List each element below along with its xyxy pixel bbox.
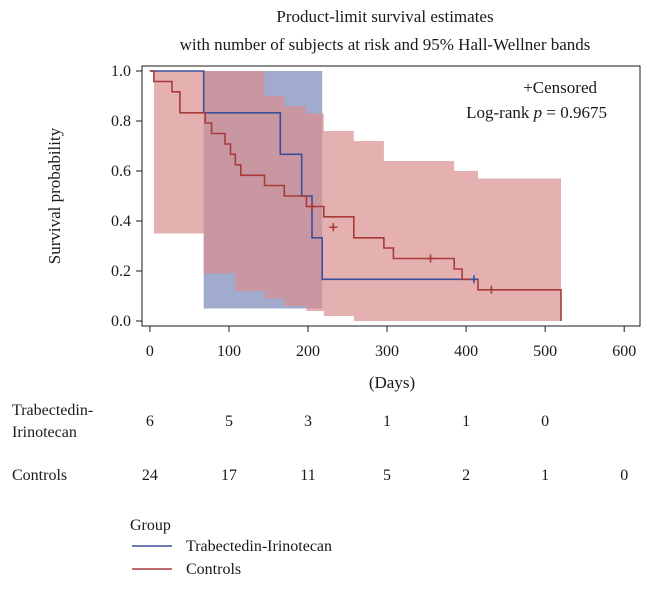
chart-subtitle: with number of subjects at risk and 95% … — [180, 35, 591, 54]
risk-value: 2 — [462, 467, 470, 484]
y-tick-label: 1.0 — [111, 63, 131, 80]
logrank-value: = 0.9675 — [542, 103, 607, 122]
legend-title: Group — [130, 517, 171, 534]
censored-annotation: +Censored — [523, 78, 597, 97]
risk-row-label: Controls — [12, 467, 67, 484]
legend: Group Trabectedin-Irinotecan Controls — [130, 517, 332, 578]
logrank-p: p — [533, 103, 543, 122]
x-axis-label: (Days) — [369, 373, 415, 392]
risk-value: 24 — [142, 467, 158, 484]
x-tick-label: 600 — [612, 343, 636, 360]
y-axis-label: Survival probability — [45, 127, 64, 264]
logrank-prefix: Log-rank — [466, 103, 534, 122]
risk-value: 1 — [383, 413, 391, 430]
x-tick-label: 500 — [533, 343, 557, 360]
y-tick-label: 0.4 — [111, 213, 131, 230]
risk-row-label: Irinotecan — [12, 424, 77, 441]
y-tick-label: 0.8 — [111, 113, 131, 130]
y-tick-label: 0.6 — [111, 163, 131, 180]
risk-value: 5 — [225, 413, 233, 430]
risk-value: 0 — [620, 467, 628, 484]
x-tick-label: 100 — [217, 343, 241, 360]
logrank-annotation: Log-rank p = 0.9675 — [466, 103, 607, 122]
x-tick-label: 400 — [454, 343, 478, 360]
risk-value: 5 — [383, 467, 391, 484]
x-tick-label: 300 — [375, 343, 399, 360]
legend-entry: Controls — [186, 561, 241, 578]
x-tick-label: 0 — [146, 343, 154, 360]
y-tick-label: 0.2 — [111, 263, 131, 280]
y-tick-label: 0.0 — [111, 313, 131, 330]
risk-value: 11 — [300, 467, 315, 484]
risk-value: 1 — [541, 467, 549, 484]
risk-value: 17 — [221, 467, 237, 484]
legend-entry: Trabectedin-Irinotecan — [186, 538, 332, 555]
x-tick-label: 200 — [296, 343, 320, 360]
risk-value: 0 — [541, 413, 549, 430]
risk-row-label: Trabectedin- — [12, 402, 93, 419]
risk-value: 6 — [146, 413, 154, 430]
risk-value: 3 — [304, 413, 312, 430]
risk-value: 1 — [462, 413, 470, 430]
chart-title: Product-limit survival estimates — [276, 7, 493, 26]
y-axis-ticks: 0.0 0.2 0.4 0.6 0.8 1.0 — [111, 63, 142, 330]
x-axis-ticks: 0 100 200 300 400 500 600 — [146, 326, 636, 360]
